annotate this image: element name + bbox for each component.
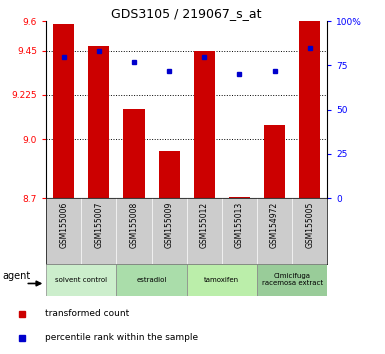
Bar (187, 264, 257, 296)
Bar (264, 125, 285, 198)
Text: GSM155005: GSM155005 (305, 201, 314, 248)
Title: GDS3105 / 219067_s_at: GDS3105 / 219067_s_at (112, 7, 262, 20)
Bar (299, 21, 320, 198)
Text: agent: agent (2, 272, 30, 281)
Bar (124, 109, 145, 198)
Bar (229, 197, 250, 198)
Bar (53, 24, 74, 198)
Bar (89, 46, 109, 198)
Text: estradiol: estradiol (136, 277, 167, 282)
Text: solvent control: solvent control (55, 277, 107, 282)
Text: GSM155009: GSM155009 (165, 201, 174, 248)
Bar (159, 151, 180, 198)
Text: tamoxifen: tamoxifen (204, 277, 239, 282)
Text: GSM154972: GSM154972 (270, 201, 279, 248)
Bar (46, 264, 116, 296)
Bar (194, 51, 215, 198)
Text: GSM155012: GSM155012 (200, 201, 209, 248)
Bar (116, 264, 187, 296)
Text: transformed count: transformed count (45, 309, 129, 318)
Text: GSM155007: GSM155007 (94, 201, 104, 248)
Text: GSM155006: GSM155006 (59, 201, 68, 248)
Text: GSM155013: GSM155013 (235, 201, 244, 248)
Bar (257, 264, 327, 296)
Text: percentile rank within the sample: percentile rank within the sample (45, 333, 198, 342)
Text: Cimicifuga
racemosa extract: Cimicifuga racemosa extract (261, 273, 323, 286)
Text: GSM155008: GSM155008 (129, 201, 139, 248)
